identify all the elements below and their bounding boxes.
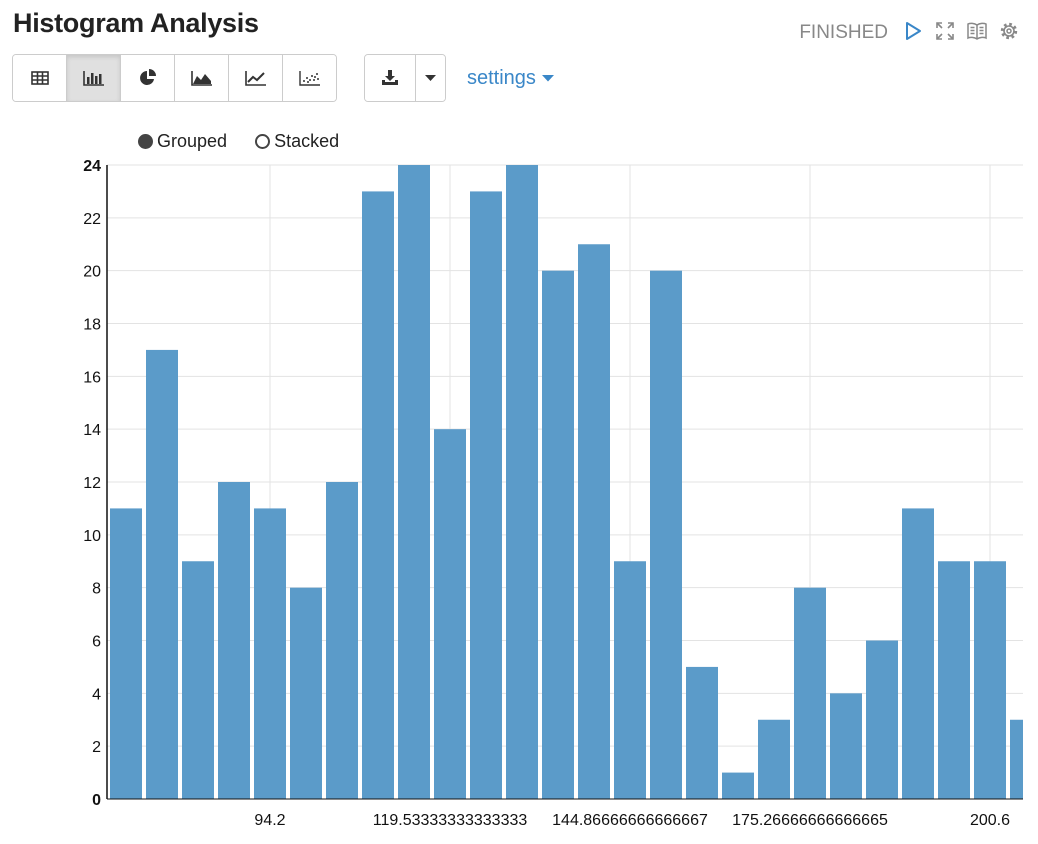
table-icon [30,71,49,85]
download-button[interactable] [365,55,416,101]
scatter-chart-view-button[interactable] [283,55,336,101]
pie-chart-icon [139,69,156,85]
bar [434,429,466,799]
bar [722,772,754,799]
y-tick-label: 14 [83,422,101,439]
y-tick-label: 18 [83,317,101,334]
y-tick-label: 24 [83,158,101,175]
download-button-group [364,54,446,102]
y-tick-label: 8 [92,581,101,598]
bar [470,191,502,799]
bar [362,191,394,799]
bar [902,508,934,799]
settings-label: settings [467,67,536,89]
radio-unselected-icon [255,134,271,149]
download-dropdown-toggle[interactable] [416,55,445,101]
y-tick-label: 0 [92,792,101,809]
bar [578,244,610,799]
bar [542,270,574,800]
stacked-label: Stacked [274,131,340,151]
bar-chart-icon [82,71,104,86]
stacked-option[interactable]: Stacked [255,131,339,152]
bar [398,165,430,799]
y-tick-label: 4 [92,686,101,703]
bar [110,508,142,799]
radio-selected-icon [138,134,153,149]
page-title: Histogram Analysis [13,8,259,38]
book-icon[interactable] [966,20,988,42]
y-tick-label: 6 [92,634,101,651]
paragraph-controls [902,20,1020,42]
grouped-option[interactable]: Grouped [138,131,227,152]
bar [614,561,646,799]
x-tick-label: 144.86666666666667 [552,812,708,829]
chart-mode-legend: Grouped Stacked [138,131,339,152]
y-tick-label: 16 [83,369,101,386]
status-label: FINISHED [799,22,888,43]
y-tick-label: 10 [83,528,101,545]
line-chart-view-button[interactable] [229,55,283,101]
grouped-label: Grouped [157,131,228,151]
x-tick-label: 119.53333333333333 [373,812,528,829]
area-chart-icon [190,71,212,86]
bar [974,561,1006,799]
caret-down-icon [541,75,554,82]
y-tick-label: 22 [83,211,101,228]
bar [758,719,790,799]
bar [938,561,970,799]
bar [254,508,286,799]
x-tick-label: 175.26666666666665 [732,812,888,829]
bar [866,640,898,799]
y-tick-label: 20 [83,264,101,281]
y-tick-label: 12 [83,475,101,492]
expand-icon[interactable] [934,20,956,42]
bar [218,482,250,799]
pie-chart-view-button[interactable] [121,55,175,101]
download-icon [382,70,398,85]
bar-chart-view-button[interactable] [67,55,121,101]
bar [506,165,538,799]
scatter-chart-icon [298,71,320,86]
bar [146,349,178,799]
x-tick-label: 94.2 [254,812,285,829]
caret-down-icon [425,74,436,81]
area-chart-view-button[interactable] [175,55,229,101]
gear-icon[interactable] [998,20,1020,42]
bar [182,561,214,799]
bar [794,587,826,799]
table-view-button[interactable] [13,55,67,101]
run-icon[interactable] [902,20,924,42]
bar [290,587,322,799]
bar [1010,719,1023,799]
y-tick-label: 2 [92,739,101,756]
line-chart-icon [244,71,266,86]
bar [326,482,358,799]
view-switcher [12,54,337,102]
bar [686,666,718,799]
bar [830,693,862,799]
x-tick-label: 200.6 [970,812,1010,829]
settings-dropdown[interactable]: settings [467,67,554,90]
bar [650,270,682,800]
